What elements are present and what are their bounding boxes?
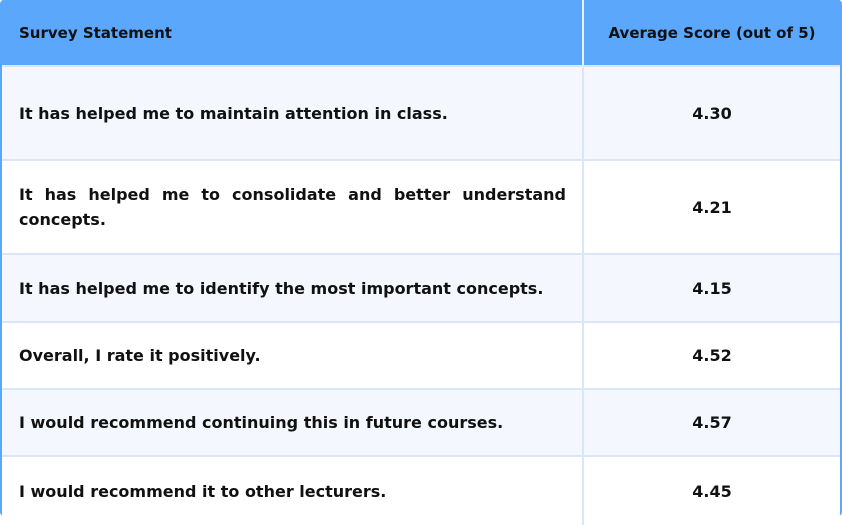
score-cell: 4.15 [582,253,840,322]
statement-cell: It has helped me to consolidate and bett… [2,159,583,254]
header-row: Survey Statement Average Score (out of 5… [2,0,840,66]
header-average-score: Average Score (out of 5) [582,0,840,66]
table-row: I would recommend it to other lecturers.… [2,455,840,525]
table-body: It has helped me to maintain attention i… [2,65,840,525]
statement-cell: It has helped me to maintain attention i… [2,65,583,160]
table-row: I would recommend continuing this in fut… [2,388,840,456]
score-cell: 4.21 [582,159,840,254]
statement-cell: I would recommend continuing this in fut… [2,388,583,456]
header-survey-statement: Survey Statement [2,0,583,66]
statement-cell: It has helped me to identify the most im… [2,253,583,322]
table-row: It has helped me to identify the most im… [2,253,840,322]
table-row: It has helped me to maintain attention i… [2,65,840,160]
score-cell: 4.45 [582,455,840,525]
table-header: Survey Statement Average Score (out of 5… [2,0,840,66]
score-cell: 4.52 [582,321,840,389]
score-cell: 4.57 [582,388,840,456]
table-row: It has helped me to consolidate and bett… [2,159,840,254]
statement-cell: I would recommend it to other lecturers. [2,455,583,525]
table-row: Overall, I rate it positively. 4.52 [2,321,840,389]
score-cell: 4.30 [582,65,840,160]
statement-cell: Overall, I rate it positively. [2,321,583,389]
